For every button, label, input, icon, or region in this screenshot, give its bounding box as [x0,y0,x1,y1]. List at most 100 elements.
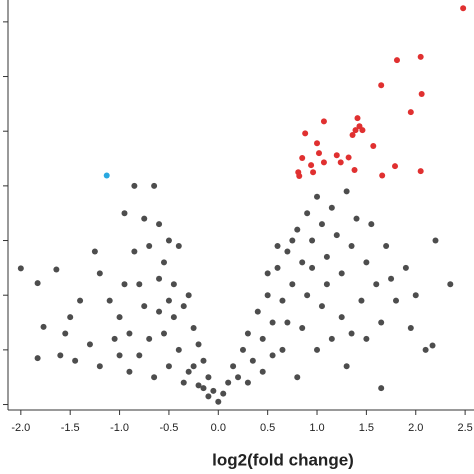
point [279,297,286,304]
point [160,330,167,337]
point [429,342,436,349]
point [294,374,301,381]
point [269,352,276,359]
point [348,330,355,337]
point [378,319,385,326]
point [302,130,309,137]
point [156,275,163,282]
point [156,308,163,315]
point [53,266,60,273]
x-tick-label: 0.5 [260,422,275,434]
point [244,379,251,386]
x-tick-label: 0.0 [211,422,226,434]
point [200,385,207,392]
point [151,374,158,381]
point [200,357,207,364]
point [318,303,325,310]
point [417,53,424,60]
point [259,368,266,375]
point [225,379,232,386]
point [103,172,110,179]
point [432,237,439,244]
point [304,292,311,299]
point [126,330,133,337]
point [131,248,138,255]
point [418,91,425,98]
point [77,297,84,304]
point [323,253,330,260]
point [185,368,192,375]
point [417,168,424,175]
point [62,330,69,337]
point [239,346,246,353]
point [151,182,158,189]
point [359,127,366,134]
point [328,204,335,211]
x-tick-label: -0.5 [159,422,178,434]
point [378,385,385,392]
point [309,237,316,244]
point [210,387,217,394]
point [190,363,197,370]
point [422,346,429,353]
point [180,303,187,310]
point [244,330,251,337]
point [220,390,227,397]
point [215,398,222,405]
point [407,109,414,116]
point [412,292,419,299]
point [254,308,261,315]
point [34,355,41,362]
point [289,237,296,244]
point [299,154,306,161]
point [106,297,113,304]
point [121,210,128,217]
point [314,140,321,147]
point [274,264,281,271]
point [96,270,103,277]
point [296,173,303,180]
point [136,352,143,359]
point [348,243,355,249]
point [185,292,192,299]
point [190,325,197,331]
point [378,82,385,89]
point [383,243,390,249]
point [165,297,172,304]
point [67,314,74,321]
point [131,182,138,189]
point [447,281,454,288]
point [373,281,380,288]
point [235,374,242,381]
point [170,314,177,321]
point [269,319,276,326]
x-tick-label: 1.5 [359,422,374,434]
point [333,152,340,159]
point [40,323,47,330]
point [314,346,321,353]
point [175,243,182,249]
point [146,243,153,249]
point [299,259,306,266]
point [304,210,311,217]
point [230,363,237,370]
point [279,346,286,353]
point [388,275,395,282]
point [146,335,153,342]
point [379,172,386,179]
point [205,393,212,400]
point [165,363,172,370]
point [136,281,143,288]
x-tick-label: -2.0 [11,422,30,434]
point [91,248,98,255]
point [126,368,133,375]
point [314,193,321,200]
point [351,167,358,174]
point [363,259,370,266]
point [353,215,360,222]
point [402,264,409,271]
point [284,319,291,326]
point [343,363,350,370]
point [318,221,325,228]
